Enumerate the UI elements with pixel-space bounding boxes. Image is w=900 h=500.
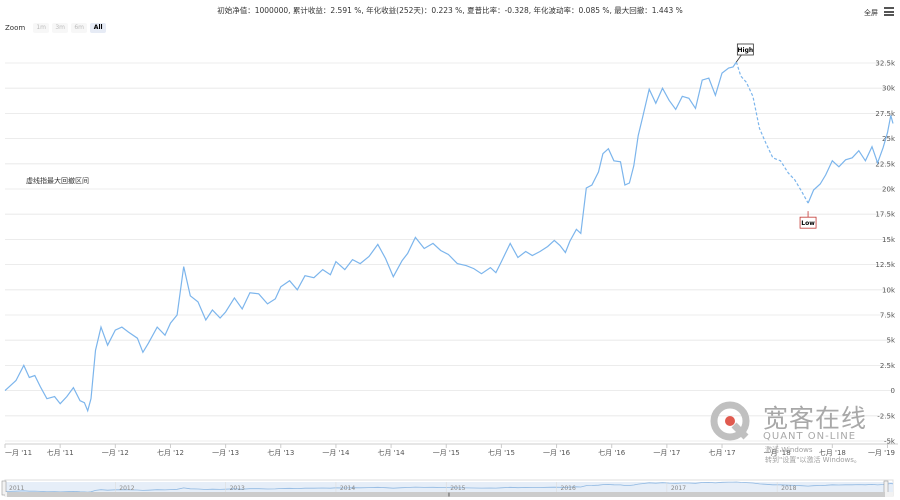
flag-box — [799, 216, 817, 229]
zoom-label: Zoom — [5, 24, 26, 32]
zoom-button-6m[interactable]: 6m — [71, 23, 88, 33]
flag-high-label: High — [738, 47, 754, 54]
y-tick-label: 20k — [882, 186, 896, 194]
navigator-year-label: 2016 — [561, 485, 576, 492]
flag-box — [736, 43, 754, 56]
x-tick-label: 七月 '18 — [819, 448, 846, 457]
zoom-range-selector: Zoom 1m 3m 6m All — [5, 22, 109, 34]
y-tick-label: 10k — [882, 286, 896, 294]
x-tick-label: 七月 '15 — [488, 448, 515, 457]
flags: High Low — [736, 43, 817, 229]
y-tick-label: 17.5k — [875, 211, 896, 219]
y-tick-label: 30k — [882, 85, 896, 93]
flag-low-label: Low — [801, 220, 815, 227]
windows-activation-hint: 转到"设置"以激活 Windows。 — [765, 456, 861, 464]
scrollbar-grip-icon: ⦀ — [448, 493, 450, 499]
x-tick-label: 七月 '11 — [47, 448, 74, 457]
navigator-year-label: 2015 — [450, 485, 465, 492]
x-tick-label: 一月 '15 — [433, 449, 460, 457]
drawdown-annotation: 虚线指最大回撤区间 — [26, 176, 89, 185]
hamburger-menu-icon[interactable] — [884, 7, 894, 16]
drawdown-segment-line — [735, 61, 809, 204]
equity-series — [4, 61, 894, 413]
y-tick-label: 2.5k — [880, 362, 896, 370]
watermark: 宽客在线 QUANT ON-LINE — [708, 397, 868, 457]
navigator-year-label: 2012 — [119, 485, 134, 492]
equity-line-recovery — [807, 115, 894, 204]
windows-activation-title: 激活 Windows — [765, 446, 813, 454]
x-axis-ticks: 一月 '11 七月 '11 一月 '12 七月 '12 一月 '13 七月 '13 一月 '… — [4, 444, 895, 457]
y-tick-label: 22.5k — [875, 160, 896, 168]
zoom-button-3m[interactable]: 3m — [52, 23, 69, 33]
navigator-series-line — [4, 481, 894, 493]
zoom-button-1m[interactable]: 1m — [33, 23, 50, 33]
x-tick-label: 一月 '18 — [764, 449, 791, 457]
x-tick-label: 一月 '19 — [868, 449, 895, 457]
y-tick-label: 12.5k — [875, 261, 896, 269]
navigator-scrollbar[interactable]: ⦀ — [5, 492, 893, 499]
x-tick-label: 一月 '16 — [543, 449, 571, 457]
y-tick-label: -2.5k — [877, 412, 896, 420]
navigator-year-label: 2014 — [340, 485, 355, 492]
y-tick-label: 27.5k — [875, 110, 896, 118]
scrollbar-thumb — [7, 492, 885, 497]
navigator-year-label: 2017 — [671, 485, 686, 492]
quant-online-logo-icon — [710, 401, 750, 441]
y-tick-label: -5k — [884, 438, 896, 446]
y-tick-label: 5k — [886, 337, 895, 345]
x-tick-label: 一月 '13 — [212, 449, 239, 457]
fullscreen-button[interactable]: 全屏 — [864, 9, 878, 17]
navigator-year-labels: 2011 2012 2013 2014 2015 2016 2017 2018 — [4, 482, 797, 494]
x-tick-label: 七月 '17 — [708, 448, 735, 457]
navigator-handle-left[interactable] — [1, 480, 7, 496]
grid-lines — [5, 62, 893, 442]
navigator-year-label: 2013 — [230, 485, 245, 492]
watermark-english-text: QUANT ON-LINE — [763, 431, 857, 442]
flag-connector — [736, 54, 742, 63]
equity-line — [4, 61, 737, 413]
y-tick-label: 25k — [882, 135, 896, 143]
x-tick-label: 七月 '12 — [157, 448, 184, 457]
x-tick-label: 七月 '16 — [598, 448, 626, 457]
x-tick-label: 一月 '17 — [653, 449, 680, 457]
y-tick-label: 0 — [891, 387, 895, 395]
x-tick-label: 一月 '12 — [102, 449, 129, 457]
navigator-year-label: 2011 — [9, 485, 24, 492]
watermark-chinese-text: 宽客在线 — [763, 404, 868, 433]
x-tick-label: 一月 '14 — [322, 449, 350, 457]
x-tick-label: 一月 '11 — [5, 449, 32, 457]
y-tick-label: 32.5k — [875, 60, 896, 68]
y-axis-ticks: -5k -2.5k 0 2.5k 5k 7.5k 10k 12.5k 15k 17.5k 20k 22… — [875, 60, 896, 446]
x-tick-label: 七月 '13 — [267, 448, 294, 457]
zoom-button-all[interactable]: All — [90, 23, 107, 33]
stats-summary: 初始净值：1000000, 累计收益：2.591 %, 年化收益(252天)：0… — [217, 6, 683, 15]
navigator-year-label: 2018 — [781, 485, 796, 492]
y-tick-label: 15k — [882, 236, 896, 244]
x-tick-label: 七月 '14 — [378, 448, 406, 457]
y-tick-label: 7.5k — [880, 312, 896, 320]
